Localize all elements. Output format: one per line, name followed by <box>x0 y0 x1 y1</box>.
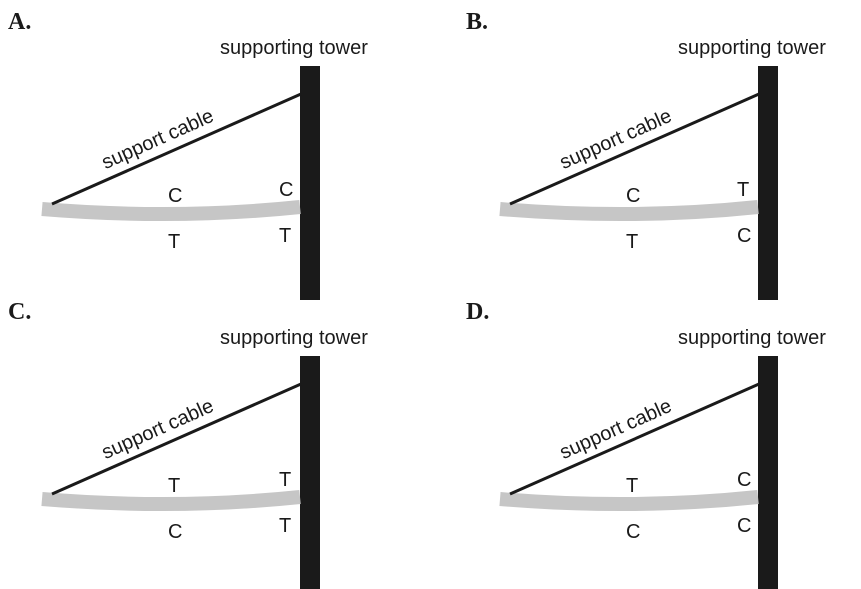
beam-bottom-mid-label: T <box>626 231 639 253</box>
option-letter: B. <box>466 9 489 35</box>
option-d-panel: D. supporting tower support cable T C C … <box>458 290 861 589</box>
option-letter: D. <box>466 299 490 325</box>
beam-top-tower-label: T <box>737 179 750 201</box>
supporting-tower <box>758 66 778 300</box>
option-a-diagram <box>41 66 320 300</box>
tower-label: supporting tower <box>220 37 368 59</box>
support-cable <box>509 382 760 496</box>
beam-bottom-mid-label: C <box>626 521 641 543</box>
option-c-panel: C. supporting tower support cable T C T … <box>0 290 430 589</box>
option-a-panel: A. supporting tower support cable C T C … <box>0 0 430 300</box>
beam-bottom-tower-label: T <box>279 515 292 537</box>
beam-bottom-mid-label: C <box>168 521 183 543</box>
beam-top-tower-label: C <box>279 179 294 201</box>
option-b-diagram <box>499 66 778 300</box>
beam <box>41 490 301 512</box>
option-b-panel: B. supporting tower support cable C T T … <box>458 0 861 300</box>
beam-top-mid-label: T <box>626 475 639 497</box>
beam-top-mid-label: C <box>626 185 641 207</box>
option-c-diagram <box>41 356 320 589</box>
option-letter: C. <box>8 299 32 325</box>
beam <box>499 200 759 222</box>
tower-label: supporting tower <box>678 37 826 59</box>
beam-bottom-tower-label: C <box>737 225 752 247</box>
option-d-diagram <box>499 356 778 589</box>
support-cable <box>51 382 302 496</box>
beam <box>499 490 759 512</box>
supporting-tower <box>758 356 778 589</box>
beam-top-tower-label: T <box>279 469 292 491</box>
beam-bottom-tower-label: C <box>737 515 752 537</box>
tower-label: supporting tower <box>220 327 368 349</box>
support-cable <box>509 92 760 206</box>
beam <box>41 200 301 222</box>
tower-label: supporting tower <box>678 327 826 349</box>
beam-top-mid-label: T <box>168 475 181 497</box>
beam-bottom-tower-label: T <box>279 225 292 247</box>
supporting-tower <box>300 66 320 300</box>
beam-top-mid-label: C <box>168 185 183 207</box>
beam-top-tower-label: C <box>737 469 752 491</box>
beam-bottom-mid-label: T <box>168 231 181 253</box>
supporting-tower <box>300 356 320 589</box>
option-letter: A. <box>8 9 32 35</box>
support-cable <box>51 92 302 206</box>
